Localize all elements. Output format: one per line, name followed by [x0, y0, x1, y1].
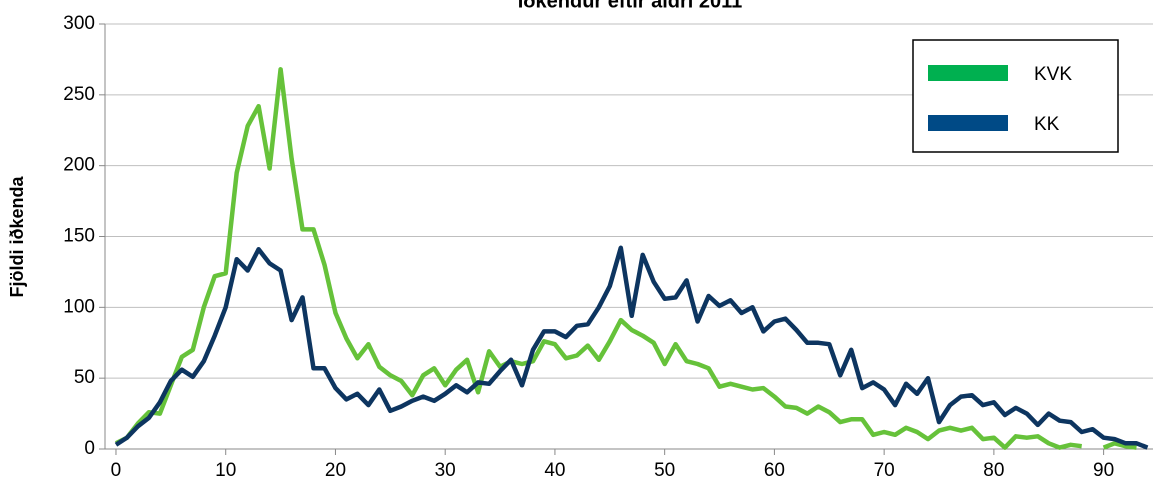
y-tick-label: 0 [84, 438, 95, 459]
y-tick-label: 50 [74, 367, 95, 388]
x-tick-label: 60 [764, 460, 785, 481]
x-tick-label: 10 [215, 460, 236, 481]
x-tick-label: 0 [111, 460, 122, 481]
y-tick-label: 250 [63, 84, 95, 105]
y-tick-label: 100 [63, 296, 95, 317]
line-series [114, 245, 1149, 450]
x-tick-label: 20 [325, 460, 346, 481]
legend-label: KK [1034, 114, 1060, 135]
x-tick-label: 50 [654, 460, 675, 481]
legend-label: KVK [1034, 64, 1072, 85]
y-tick-label: 300 [63, 13, 95, 34]
x-tick-label: 90 [1093, 460, 1114, 481]
legend-box [912, 39, 1119, 153]
x-tick-label: 40 [544, 460, 565, 481]
chart-title: Iðkendur eftir aldri 2011 [518, 0, 743, 12]
line-series [114, 67, 1137, 450]
x-tick-label: 80 [983, 460, 1004, 481]
y-axis-label: Fjöldi iðkenda [7, 176, 27, 298]
x-tick-label: 30 [435, 460, 456, 481]
y-tick-label: 150 [63, 226, 95, 247]
x-tick-label: 70 [874, 460, 895, 481]
y-tick-label: 200 [63, 155, 95, 176]
